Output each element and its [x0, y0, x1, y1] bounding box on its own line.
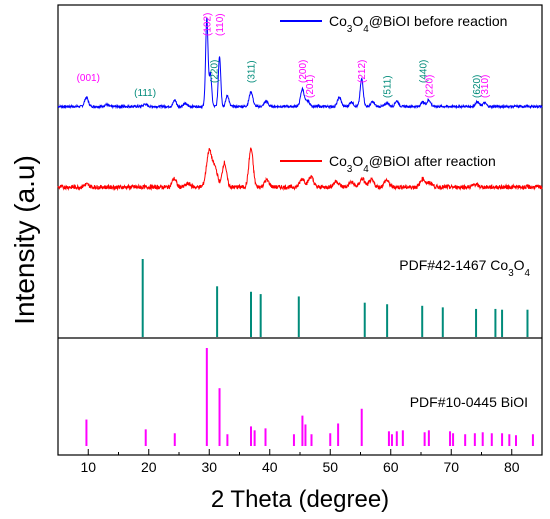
x-axis-label: 2 Theta (degree): [211, 486, 389, 513]
series-line-1: [57, 17, 543, 110]
x-tick-label: 30: [201, 459, 217, 475]
peak-label-10: (511): [383, 75, 394, 98]
x-tick-label: 70: [443, 459, 459, 475]
x-tick-label: 20: [141, 459, 157, 475]
peak-label-13: (620): [472, 75, 483, 98]
x-tick-label: 80: [504, 459, 520, 475]
peak-label-11: (440): [418, 60, 429, 83]
peak-label-2: (111): [134, 88, 156, 99]
reference-label-2: PDF#10-0445 BiOI: [410, 394, 528, 410]
x-tick-label: 10: [80, 459, 96, 475]
legend-label-1: Co3O4@BiOI before reaction: [329, 13, 507, 35]
x-tick-label: 50: [322, 459, 338, 475]
reference-label-1: PDF#42-1467 Co3O4: [399, 257, 530, 279]
x-tick-label: 60: [383, 459, 399, 475]
peak-label-3: (102): [202, 13, 213, 36]
peak-label-5: (220): [210, 60, 221, 83]
peak-label-6: (311): [247, 60, 258, 83]
peak-label-12: (220): [424, 75, 435, 98]
x-tick-label: 40: [262, 459, 278, 475]
series-layer: [57, 17, 543, 192]
x-axis: 10 20 30 40 50 60 70 80: [57, 449, 543, 475]
legend-layer: Co3O4@BiOI before reaction Co3O4@BiOI aft…: [280, 13, 531, 410]
peak-label-1: (001): [77, 73, 100, 84]
peak-label-14: (310): [480, 75, 491, 98]
peak-label-9: (212): [357, 60, 368, 83]
reference-layer: [85, 259, 534, 446]
legend-label-2: Co3O4@BiOI after reaction: [329, 153, 496, 175]
y-axis-label: Intensity (a.u): [9, 155, 40, 325]
peak-label-7: (200): [298, 60, 309, 83]
peak-label-8: (201): [305, 75, 316, 98]
peak-label-4: (110): [215, 13, 226, 36]
series-line-2: [57, 147, 543, 192]
peak-labels-layer: (001) (111) (102) (110) (220) (311) (200)(201)…: [77, 13, 491, 99]
